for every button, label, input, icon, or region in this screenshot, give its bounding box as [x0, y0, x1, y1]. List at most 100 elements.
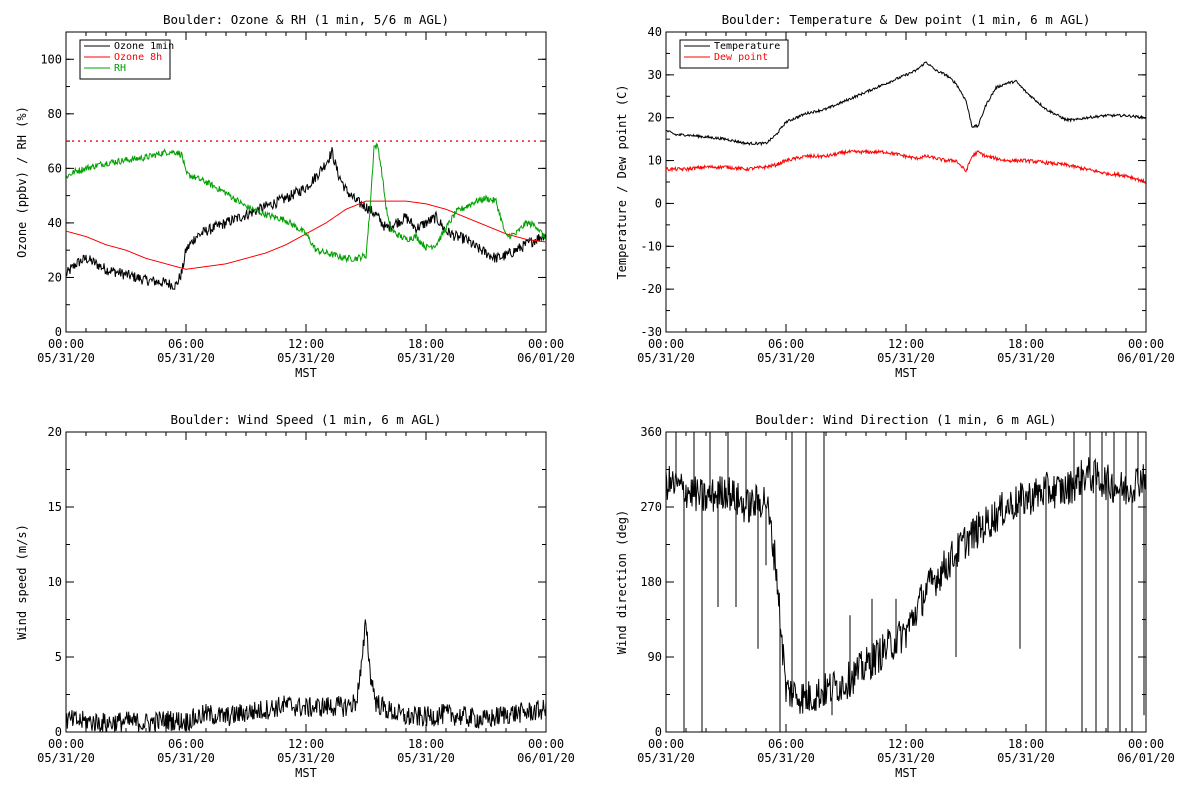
- series-line-ozone-8h: [66, 200, 546, 270]
- y-tick-label: 270: [640, 500, 662, 514]
- x-tick-label-date: 06/01/20: [517, 751, 575, 765]
- x-tick-label-date: 05/31/20: [757, 351, 815, 365]
- y-tick-label: 80: [48, 107, 62, 121]
- x-axis-label: MST: [295, 766, 317, 780]
- x-tick-label-date: 05/31/20: [157, 351, 215, 365]
- x-tick-label-time: 06:00: [168, 337, 204, 351]
- y-tick-label: 0: [655, 196, 662, 210]
- x-tick-label-time: 00:00: [48, 737, 84, 751]
- x-axis-label: MST: [295, 366, 317, 380]
- series-line-dir: [666, 432, 1146, 732]
- x-tick-label-time: 00:00: [1128, 337, 1164, 351]
- y-tick-label: 10: [48, 575, 62, 589]
- x-tick-label-time: 00:00: [1128, 737, 1164, 751]
- x-tick-label-date: 06/01/20: [1117, 751, 1175, 765]
- plot-frame: [65, 431, 547, 733]
- x-tick-label-time: 12:00: [888, 737, 924, 751]
- y-tick-label: 60: [48, 161, 62, 175]
- x-tick-label-date: 05/31/20: [397, 751, 455, 765]
- y-tick-label: 0: [655, 725, 662, 739]
- x-tick-label-date: 05/31/20: [37, 751, 95, 765]
- x-tick-label-date: 05/31/20: [277, 351, 335, 365]
- legend-box: [679, 39, 789, 69]
- x-tick-label-date: 05/31/20: [637, 351, 695, 365]
- x-axis-label: MST: [895, 366, 917, 380]
- x-tick-label-date: 06/01/20: [517, 351, 575, 365]
- y-tick-label: -30: [640, 325, 662, 339]
- y-tick-label: 20: [48, 425, 62, 439]
- y-tick-label: 100: [40, 52, 62, 66]
- legend-entry: Ozone 1min: [114, 41, 174, 52]
- plot-frame: [665, 31, 1147, 333]
- series-line-temperature: [666, 61, 1146, 147]
- x-tick-label-date: 05/31/20: [997, 751, 1055, 765]
- series-line-ozone-1min: [66, 147, 546, 291]
- y-tick-label: 5: [55, 650, 62, 664]
- legend-entry: RH: [114, 63, 126, 74]
- y-tick-label: 360: [640, 425, 662, 439]
- series-line-dew-point: [666, 148, 1146, 185]
- x-tick-label-date: 05/31/20: [277, 751, 335, 765]
- x-tick-label-time: 06:00: [768, 737, 804, 751]
- panel-temp: Boulder: Temperature & Dew point (1 min,…: [615, 12, 1175, 380]
- y-axis-label: Temperature / Dew point (C): [615, 84, 629, 279]
- x-tick-label-time: 12:00: [288, 737, 324, 751]
- plot-area: [66, 619, 546, 732]
- chart-title: Boulder: Ozone & RH (1 min, 5/6 m AGL): [163, 12, 449, 27]
- y-axis-label: Ozone (ppbv) / RH (%): [15, 106, 29, 258]
- x-tick-label-time: 06:00: [768, 337, 804, 351]
- y-axis-label: Wind direction (deg): [615, 510, 629, 655]
- y-tick-label: 20: [648, 111, 662, 125]
- x-tick-label-time: 00:00: [48, 337, 84, 351]
- y-tick-label: -10: [640, 239, 662, 253]
- y-tick-label: 40: [648, 25, 662, 39]
- x-tick-label-time: 18:00: [1008, 737, 1044, 751]
- x-tick-label-date: 05/31/20: [997, 351, 1055, 365]
- legend-entry: Dew point: [714, 52, 768, 63]
- x-tick-label-time: 18:00: [1008, 337, 1044, 351]
- y-tick-label: 0: [55, 325, 62, 339]
- x-tick-label-time: 00:00: [528, 337, 564, 351]
- legend-entry: Temperature: [714, 41, 780, 52]
- x-tick-label-time: 12:00: [288, 337, 324, 351]
- x-tick-label-time: 00:00: [648, 337, 684, 351]
- panel-wind: Boulder: Wind Speed (1 min, 6 m AGL) 0 5 10…: [15, 412, 575, 780]
- panel-dir: Boulder: Wind Direction (1 min, 6 m AGL)…: [615, 412, 1175, 780]
- y-tick-label: 180: [640, 575, 662, 589]
- x-tick-label-time: 18:00: [408, 737, 444, 751]
- plot-area: [666, 61, 1146, 185]
- series-line-rh: [66, 142, 546, 264]
- panel-ozone: Boulder: Ozone & RH (1 min, 5/6 m AGL) 0 2…: [15, 12, 575, 380]
- chart-title: Boulder: Wind Direction (1 min, 6 m AGL): [755, 412, 1056, 427]
- chart-title: Boulder: Temperature & Dew point (1 min,…: [722, 12, 1091, 27]
- x-tick-label-date: 05/31/20: [637, 751, 695, 765]
- x-tick-label-date: 05/31/20: [397, 351, 455, 365]
- plot-area: [66, 140, 546, 291]
- x-tick-label-date: 05/31/20: [877, 751, 935, 765]
- x-tick-label-date: 05/31/20: [757, 751, 815, 765]
- y-tick-label: 0: [55, 725, 62, 739]
- plot-area: [666, 432, 1146, 732]
- x-axis-label: MST: [895, 766, 917, 780]
- y-tick-label: 20: [48, 270, 62, 284]
- x-tick-label-date: 05/31/20: [157, 751, 215, 765]
- x-tick-label-time: 00:00: [648, 737, 684, 751]
- y-tick-label: 10: [648, 154, 662, 168]
- x-tick-label-date: 06/01/20: [1117, 351, 1175, 365]
- y-tick-label: 15: [48, 500, 62, 514]
- legend-entry: Ozone 8h: [114, 52, 162, 63]
- y-tick-label: -20: [640, 282, 662, 296]
- x-tick-label-date: 05/31/20: [877, 351, 935, 365]
- y-tick-label: 30: [648, 68, 662, 82]
- x-tick-label-time: 18:00: [408, 337, 444, 351]
- y-tick-label: 40: [48, 216, 62, 230]
- x-tick-label-date: 05/31/20: [37, 351, 95, 365]
- series-line-wind: [66, 619, 546, 732]
- chart-title: Boulder: Wind Speed (1 min, 6 m AGL): [171, 412, 442, 427]
- y-axis-label: Wind speed (m/s): [15, 524, 29, 640]
- y-tick-label: 90: [648, 650, 662, 664]
- x-tick-label-time: 06:00: [168, 737, 204, 751]
